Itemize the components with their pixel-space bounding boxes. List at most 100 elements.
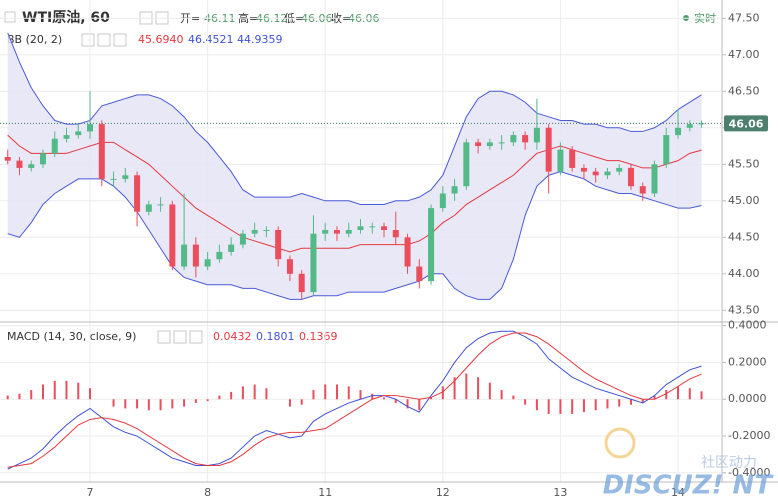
candle-body xyxy=(510,135,517,143)
band-basis xyxy=(7,134,702,253)
candle-body xyxy=(569,149,576,168)
watermark: 社区动力 DISCUZ! NT xyxy=(603,427,775,501)
candle-body xyxy=(698,123,705,125)
histogram-bar xyxy=(288,399,291,407)
histogram-bar xyxy=(171,399,174,409)
indicator-value: 46.4521 xyxy=(188,33,234,46)
signal-line xyxy=(7,332,702,468)
candle-body xyxy=(275,230,282,260)
band-upper xyxy=(7,32,702,205)
y-tick-label: -0.4000 xyxy=(728,466,770,479)
histogram-bar xyxy=(147,399,150,411)
histogram-bar xyxy=(406,399,409,409)
y-tick-label: 0.2000 xyxy=(728,355,767,368)
icon[interactable] xyxy=(173,330,187,344)
histogram-bar xyxy=(241,386,244,400)
candle-body xyxy=(157,204,164,206)
candle-body xyxy=(322,230,329,234)
candle-body xyxy=(4,156,11,161)
candle-body xyxy=(122,175,129,179)
indicator-value: 0.1801 xyxy=(256,330,295,343)
watermark-brand: DISCUZ! NT xyxy=(603,471,775,501)
candle-body xyxy=(369,226,376,228)
watermark-icon xyxy=(604,427,636,459)
candle-body xyxy=(286,259,293,274)
histogram-bar xyxy=(300,399,303,405)
x-tick-label: 12 xyxy=(436,486,450,499)
histogram-bar xyxy=(512,395,515,400)
histogram-bar xyxy=(335,384,338,400)
indicator-value: 0.1369 xyxy=(299,330,338,343)
x-tick-label: 11 xyxy=(318,486,332,499)
candle-body xyxy=(87,124,94,132)
histogram-bar xyxy=(582,399,585,413)
candle-body xyxy=(404,237,411,267)
candle-body xyxy=(533,127,540,143)
icon[interactable] xyxy=(157,330,171,344)
histogram-bar xyxy=(441,386,444,400)
histogram-bar xyxy=(477,377,480,400)
watermark-slogan: 社区动力 xyxy=(701,455,757,471)
candle-body xyxy=(16,160,23,168)
icon[interactable] xyxy=(113,33,127,47)
candle-body xyxy=(204,259,211,267)
histogram-bar xyxy=(312,390,315,400)
candle-body xyxy=(251,230,258,234)
candle-body xyxy=(169,204,176,267)
histogram-bar xyxy=(629,399,632,405)
histogram-bar xyxy=(124,399,127,409)
candle-body xyxy=(216,251,223,260)
icon[interactable] xyxy=(97,33,111,47)
histogram-bar xyxy=(641,399,644,403)
last-price-box xyxy=(724,115,768,132)
y-tick-label: 0.0000 xyxy=(728,392,767,405)
histogram-bar xyxy=(359,390,362,400)
histogram-bar xyxy=(394,399,397,403)
indicator-value: 44.9359 xyxy=(237,33,283,46)
histogram-bar xyxy=(524,399,527,405)
candle-body xyxy=(75,131,82,136)
histogram-bar xyxy=(594,399,597,411)
histogram-bar xyxy=(18,393,21,400)
histogram-bar xyxy=(6,395,9,400)
histogram-bar xyxy=(677,386,680,400)
histogram-bar xyxy=(665,390,668,400)
candle-body xyxy=(145,204,152,212)
candle-body xyxy=(486,142,493,147)
candle-body xyxy=(134,175,141,212)
histogram-bar xyxy=(194,399,197,403)
histogram-bar xyxy=(206,399,209,402)
histogram-bar xyxy=(500,390,503,400)
y-tick-label: 0.4000 xyxy=(728,319,767,332)
candle-body xyxy=(451,186,458,194)
candle-body xyxy=(51,138,58,154)
histogram-bar xyxy=(53,380,56,400)
icon[interactable] xyxy=(81,33,95,47)
candle-body xyxy=(28,164,35,168)
histogram-bar xyxy=(383,397,386,400)
candle-body xyxy=(345,230,352,234)
histogram-bar xyxy=(65,380,68,400)
candle-body xyxy=(463,142,470,187)
histogram-bar xyxy=(112,399,115,407)
icon[interactable] xyxy=(189,330,203,344)
indicator-name: BB (20, 2) xyxy=(7,33,62,46)
candle-body xyxy=(392,230,399,238)
indicator-value: 0.0432 xyxy=(213,330,252,343)
band-lower xyxy=(7,171,702,300)
histogram-bar xyxy=(653,395,656,400)
candle-body xyxy=(381,226,388,230)
indicator-name: MACD (14, 30, close, 9) xyxy=(7,330,136,343)
candle-body xyxy=(357,226,364,230)
y-tick-label: 45.00 xyxy=(728,194,760,207)
histogram-bar xyxy=(183,399,186,407)
candle-body xyxy=(475,142,482,147)
histogram-bar xyxy=(253,384,256,400)
histogram-bar xyxy=(571,399,574,414)
candle-body xyxy=(580,167,587,172)
candle-body xyxy=(239,233,246,245)
collapse-box[interactable] xyxy=(4,11,16,23)
candle-body xyxy=(439,193,446,209)
